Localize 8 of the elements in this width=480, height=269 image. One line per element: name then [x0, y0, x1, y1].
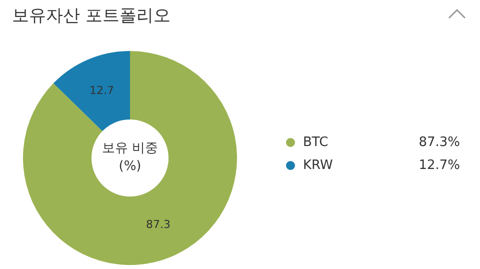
text: 보유 비중 (%)	[100, 140, 160, 176]
text: 12.7%	[418, 158, 460, 173]
chart-title: 보유자산 포트폴리오	[12, 5, 170, 27]
text: 87.3%	[418, 135, 460, 150]
legend-label: BTC	[303, 135, 330, 150]
data-label: 12.7	[89, 84, 114, 97]
data-label: 87.3	[146, 218, 171, 231]
legend-label: KRW	[303, 158, 334, 173]
